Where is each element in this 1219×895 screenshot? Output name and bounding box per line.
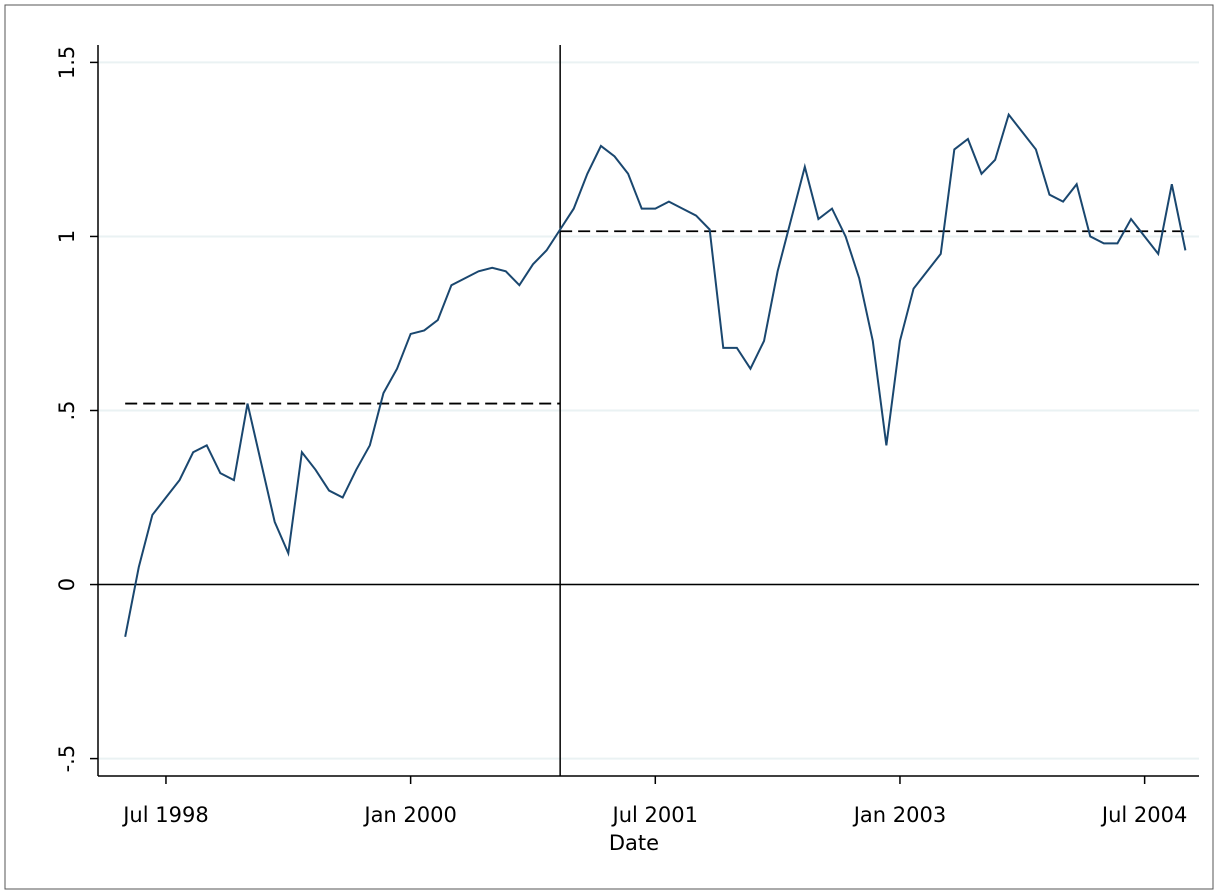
y-tick-label: -.5	[55, 745, 79, 773]
y-tick-label: 0	[55, 578, 79, 591]
x-tick-label: Jul 2001	[611, 803, 698, 827]
y-tick-label: .5	[55, 400, 79, 420]
x-tick-label: Jan 2000	[362, 803, 457, 827]
y-tick-label: 1	[55, 230, 79, 243]
series-line	[124, 112, 1187, 637]
x-tick-label: Jan 2003	[852, 803, 947, 827]
y-tick-label: 1.5	[55, 46, 79, 79]
x-axis-title: Date	[609, 831, 659, 855]
x-tick-label: Jul 2004	[1100, 803, 1187, 827]
x-tick-label: Jul 1998	[121, 803, 208, 827]
